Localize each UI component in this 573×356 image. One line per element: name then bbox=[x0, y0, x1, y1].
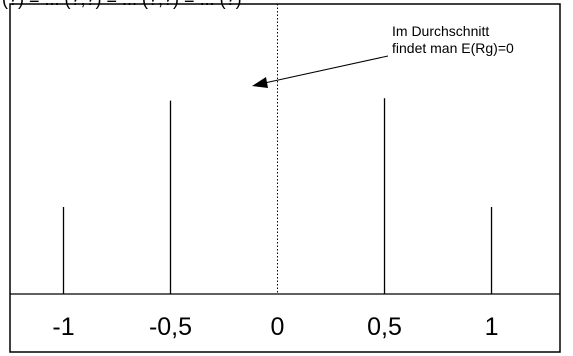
annotation-arrow bbox=[259, 55, 389, 85]
annotation-line-2: findet man E(Rg)=0 bbox=[392, 40, 514, 56]
chart-title: (?) = ... (?,?) = ... (?,?) = ... (?) bbox=[2, 0, 242, 9]
tick-labels-group: -1 -0,5 0 0,5 1 bbox=[52, 313, 498, 341]
annotation-line-1: Im Durchschnitt bbox=[392, 23, 489, 39]
x-tick-label: 0,5 bbox=[367, 313, 402, 341]
x-tick-label: 1 bbox=[485, 313, 499, 341]
x-tick-label: -0,5 bbox=[149, 313, 192, 341]
x-tick-label: 0 bbox=[271, 313, 285, 341]
plot-frame bbox=[9, 3, 561, 353]
bars-group bbox=[62, 98, 493, 294]
annotation-arrowhead bbox=[252, 77, 268, 88]
x-tick-label: -1 bbox=[52, 313, 74, 341]
